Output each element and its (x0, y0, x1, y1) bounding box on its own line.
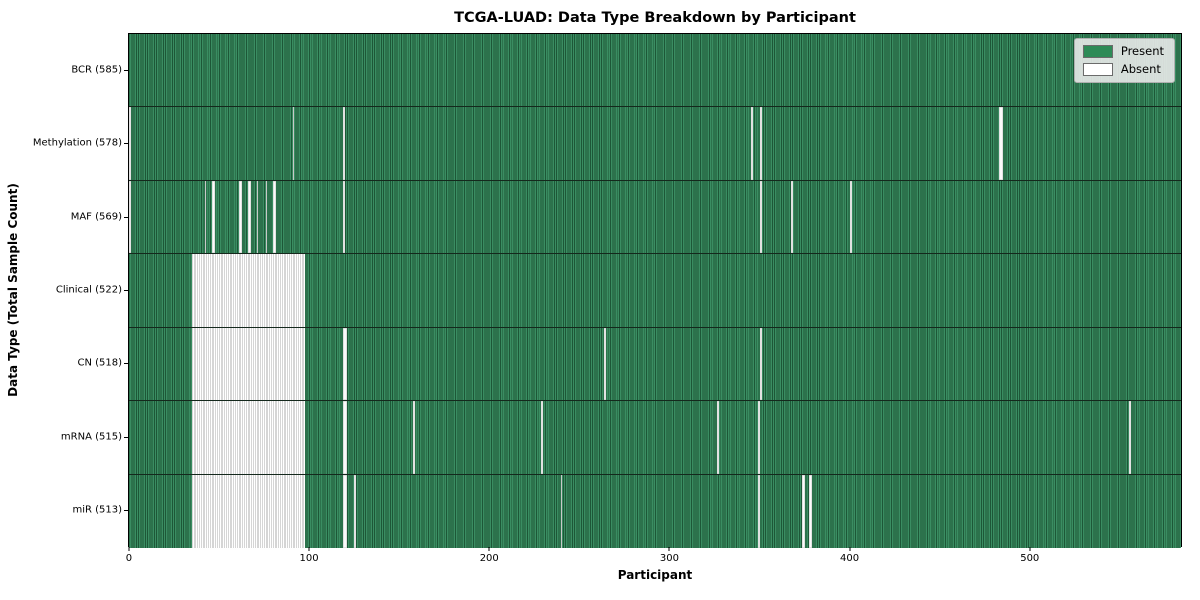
absent-range (758, 474, 761, 548)
absent-range (211, 180, 216, 254)
absent-range (760, 107, 762, 180)
heatmap-row-mir (129, 474, 1181, 548)
absent-range (760, 180, 762, 254)
legend-entry-present: Present (1082, 44, 1164, 58)
ytick-label-bcr: BCR (585) (71, 64, 122, 76)
x-axis-label: Participant (617, 568, 693, 582)
ytick-label-cn: CN (518) (77, 357, 122, 369)
x-axis-ticks: 0 100 200 300 400 500 (125, 547, 1182, 587)
xtick-label-0: 0 (125, 553, 133, 564)
heatmap-row-maf (129, 180, 1181, 255)
xtick-mark (668, 547, 670, 551)
absent-range (272, 180, 277, 254)
xtick-mark (308, 547, 310, 551)
xtick-mark (128, 547, 130, 551)
y-axis-tick-labels: BCR (585) Methylation (578) MAF (569) Clini… (0, 33, 122, 547)
absent-range (760, 327, 762, 401)
legend-label-absent: Absent (1120, 62, 1161, 76)
xtick-label-200: 200 (479, 553, 499, 564)
absent-range (850, 180, 852, 254)
absent-range (292, 107, 295, 180)
heatmap-row-cn (129, 327, 1181, 402)
ytick-label-maf: MAF (569) (70, 211, 122, 223)
heatmap-row-clinical (129, 254, 1181, 328)
legend: Present Absent (1073, 38, 1175, 83)
absent-range (204, 180, 207, 254)
xtick-label-100: 100 (299, 553, 319, 564)
present-swatch-icon (1082, 45, 1113, 58)
ytick-mark (124, 510, 128, 512)
absent-range (353, 474, 356, 548)
absent-swatch-icon (1082, 63, 1113, 76)
xtick-mark (849, 547, 851, 551)
absent-range (540, 401, 543, 474)
absent-range (717, 401, 719, 474)
absent-range (751, 107, 753, 180)
absent-range (342, 327, 347, 401)
absent-range (413, 401, 415, 474)
absent-range (191, 401, 306, 474)
absent-range (603, 327, 606, 401)
ytick-mark (124, 69, 128, 71)
xtick-label-400: 400 (840, 553, 860, 564)
heatmap-rows (129, 34, 1181, 548)
heatmap-row-mrna (129, 401, 1181, 475)
absent-range (342, 180, 345, 254)
absent-range (560, 474, 563, 548)
absent-range (129, 107, 131, 180)
ytick-mark (124, 143, 128, 145)
ytick-mark (124, 436, 128, 438)
legend-label-present: Present (1120, 44, 1164, 58)
absent-range (191, 474, 306, 548)
heatmap-row-bcr (129, 34, 1181, 108)
absent-range (801, 474, 806, 548)
absent-range (265, 180, 268, 254)
heatmap-row-methylation (129, 107, 1181, 181)
xtick-mark (488, 547, 490, 551)
absent-range (256, 180, 259, 254)
ytick-label-methylation: Methylation (578) (32, 137, 122, 149)
absent-range (808, 474, 813, 548)
absent-range (191, 327, 306, 401)
ytick-label-mir: miR (513) (72, 504, 122, 516)
xtick-label-300: 300 (659, 553, 679, 564)
absent-range (790, 180, 793, 254)
ytick-label-mrna: mRNA (515) (60, 431, 122, 443)
absent-range (247, 180, 252, 254)
absent-range (191, 254, 306, 327)
absent-range (1128, 401, 1131, 474)
absent-range (238, 180, 243, 254)
ytick-mark (124, 216, 128, 218)
plot-area: Present Absent (128, 33, 1182, 548)
xtick-mark (1029, 547, 1031, 551)
absent-range (342, 401, 347, 474)
absent-range (758, 401, 761, 474)
ytick-label-clinical: Clinical (522) (55, 284, 122, 296)
ytick-mark (124, 290, 128, 291)
absent-range (129, 180, 131, 254)
absent-range (342, 474, 347, 548)
absent-range (999, 107, 1003, 180)
chart-title: TCGA-LUAD: Data Type Breakdown by Partic… (454, 10, 856, 26)
legend-entry-absent: Absent (1082, 62, 1164, 76)
absent-range (342, 107, 345, 180)
xtick-label-500: 500 (1020, 553, 1040, 564)
ytick-mark (124, 363, 128, 365)
